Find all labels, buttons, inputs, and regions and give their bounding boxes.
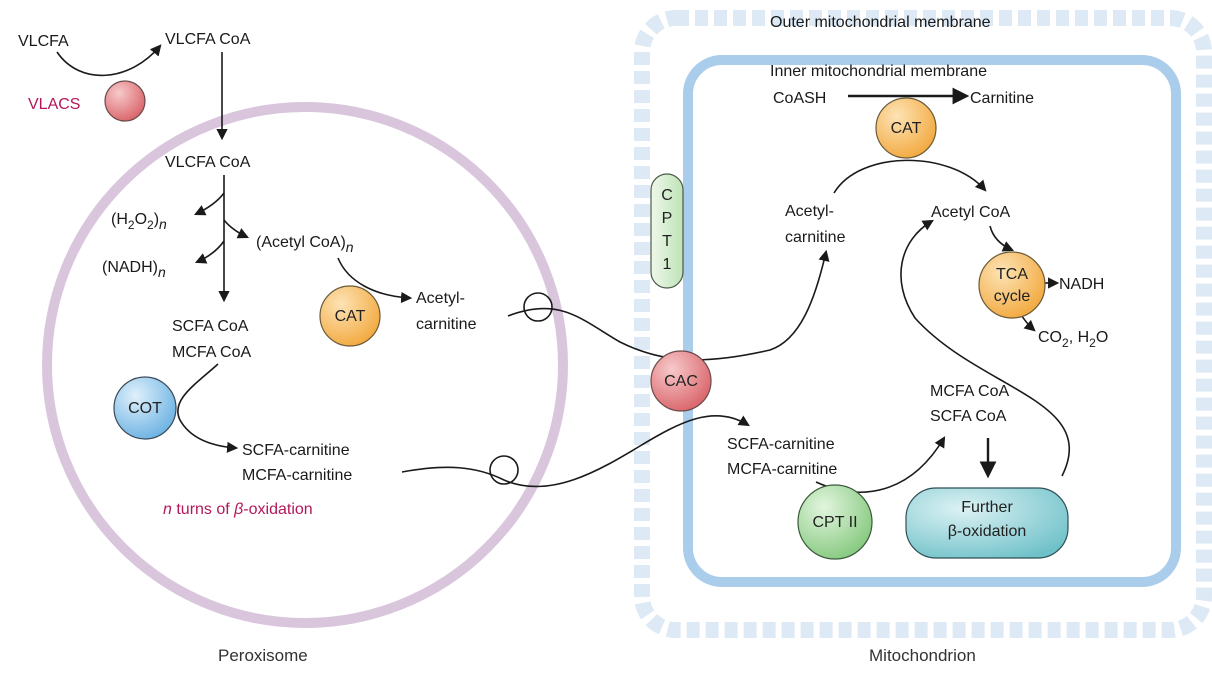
cpt1-transporter: C P T 1 bbox=[650, 173, 684, 289]
mcfa-carnitine-peroxisome-label: MCFA-carnitine bbox=[242, 467, 352, 484]
cat-peroxisome-enzyme: CAT bbox=[319, 285, 381, 347]
peroxisome-caption: Peroxisome bbox=[218, 646, 308, 665]
acetylcarnitine-mito-line2: carnitine bbox=[785, 229, 846, 246]
arrow-further-oxidation-to-acetyl-coa bbox=[900, 219, 1070, 477]
n-turns-beta-oxidation-label: n turns of β-oxidation bbox=[163, 501, 313, 518]
mcfa-coa-mito-label: MCFA CoA bbox=[930, 383, 1009, 400]
further-beta-oxidation-box: Further β-oxidation bbox=[905, 487, 1069, 559]
nadh-n-label: (NADH)n bbox=[102, 259, 166, 280]
cpt1-digit-1: 1 bbox=[663, 256, 672, 273]
beta-oxidation-label: β-oxidation bbox=[948, 523, 1027, 540]
acetyl-coa-n-label: (Acetyl CoA)n bbox=[256, 234, 354, 255]
further-label: Further bbox=[961, 499, 1013, 516]
outer-mitochondrial-membrane bbox=[634, 10, 1212, 638]
mitochondrion-caption: Mitochondrion bbox=[869, 646, 976, 665]
cpt2-enzyme: CPT II bbox=[797, 484, 873, 560]
arrow-vlcfa-activation bbox=[56, 44, 162, 77]
arrow-acetyl-coa-branch bbox=[223, 219, 250, 239]
arrow-h2o2-branch bbox=[193, 192, 225, 216]
arrow-nadh-branch bbox=[194, 240, 225, 264]
cat-peroxisome-label: CAT bbox=[335, 308, 366, 325]
cac-transporter: CAC bbox=[650, 350, 712, 412]
vlcfa-coa-cytosol-label: VLCFA CoA bbox=[165, 31, 251, 48]
vlacs-label: VLACS bbox=[28, 96, 80, 113]
h2o2-label: (H2O2)n bbox=[111, 211, 167, 232]
arrow-short-medium-carnitine-export bbox=[401, 414, 750, 488]
scfa-carnitine-mito-label: SCFA-carnitine bbox=[727, 436, 835, 453]
scfa-carnitine-peroxisome-label: SCFA-carnitine bbox=[242, 442, 350, 459]
acetylcarnitine-peroxisome-line2: carnitine bbox=[416, 316, 477, 333]
arrow-acetyl-coa-to-tca bbox=[989, 225, 1015, 252]
inner-membrane-label: Inner mitochondrial membrane bbox=[770, 63, 987, 80]
arrow-acetyl-coa-to-carnitine bbox=[337, 257, 413, 304]
tca-label-line2: cycle bbox=[994, 288, 1031, 305]
vlcfa-label: VLCFA bbox=[18, 33, 69, 50]
cot-label: COT bbox=[128, 400, 162, 417]
cpt2-label: CPT II bbox=[812, 514, 857, 531]
vlacs-enzyme bbox=[104, 80, 146, 122]
arrow-acetylcarnitine-to-acetyl-coa bbox=[833, 159, 987, 194]
peroxisome-membrane bbox=[42, 102, 568, 628]
cat-mito-label: CAT bbox=[891, 120, 922, 137]
co2-h2o-label: CO2, H2O bbox=[1038, 329, 1108, 350]
mcfa-carnitine-mito-label: MCFA-carnitine bbox=[727, 461, 837, 478]
peroxisome-pore-upper bbox=[523, 292, 553, 322]
mcfa-coa-label: MCFA CoA bbox=[172, 344, 251, 361]
scfa-coa-label: SCFA CoA bbox=[172, 318, 249, 335]
carnitine-label: Carnitine bbox=[970, 90, 1034, 107]
vlcfa-coa-label: VLCFA CoA bbox=[165, 154, 251, 171]
cot-enzyme: COT bbox=[113, 376, 177, 440]
coash-label: CoASH bbox=[773, 90, 826, 107]
cac-label: CAC bbox=[664, 373, 698, 390]
acetylcarnitine-peroxisome-line1: Acetyl- bbox=[416, 290, 465, 307]
inner-mitochondrial-membrane bbox=[683, 55, 1181, 587]
cpt1-letter-c: C bbox=[661, 187, 673, 204]
cpt1-letter-p: P bbox=[662, 210, 673, 227]
arrow-cot-reaction bbox=[177, 363, 239, 453]
outer-membrane-label: Outer mitochondrial membrane bbox=[770, 14, 991, 31]
scfa-coa-mito-label: SCFA CoA bbox=[930, 408, 1007, 425]
acetylcarnitine-mito-line1: Acetyl- bbox=[785, 203, 834, 220]
nadh-mito-label: NADH bbox=[1059, 276, 1104, 293]
cat-mito-enzyme: CAT bbox=[875, 97, 937, 159]
tca-cycle-enzyme: TCA cycle bbox=[978, 251, 1046, 319]
acetyl-coa-mito-label: Acetyl CoA bbox=[931, 204, 1010, 221]
tca-label-line1: TCA bbox=[996, 266, 1028, 283]
cpt1-letter-t: T bbox=[662, 233, 672, 250]
